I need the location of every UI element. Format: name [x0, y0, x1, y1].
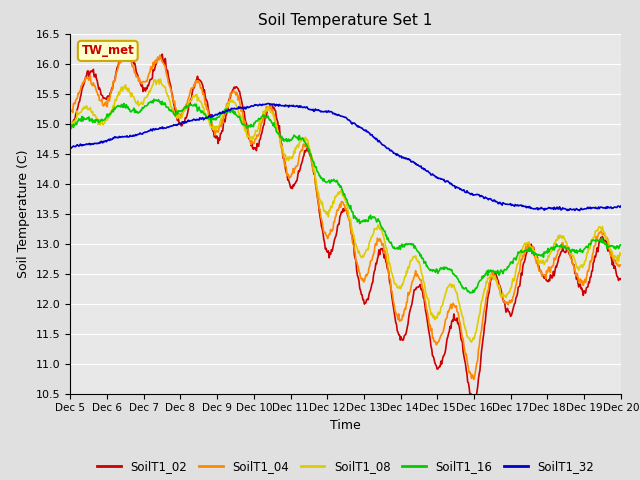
SoilT1_02	[67, 123, 74, 129]
SoilT1_02	[617, 276, 625, 281]
SoilT1_32	[67, 145, 74, 151]
SoilT1_02	[190, 85, 198, 91]
SoilT1_16	[150, 96, 157, 102]
SoilT1_02	[134, 72, 141, 78]
SoilT1_04	[470, 376, 477, 382]
SoilT1_02	[413, 285, 421, 290]
SoilT1_04	[120, 48, 128, 54]
SoilT1_04	[77, 87, 84, 93]
SoilT1_04	[67, 108, 74, 114]
SoilT1_16	[190, 103, 198, 108]
SoilT1_08	[413, 257, 421, 263]
X-axis label: Time: Time	[330, 419, 361, 432]
Line: SoilT1_04: SoilT1_04	[70, 51, 621, 379]
SoilT1_04	[429, 335, 437, 340]
SoilT1_32	[218, 110, 226, 116]
SoilT1_08	[617, 252, 625, 258]
SoilT1_02	[122, 39, 130, 45]
SoilT1_16	[429, 267, 437, 273]
SoilT1_32	[265, 101, 273, 107]
Line: SoilT1_16: SoilT1_16	[70, 99, 621, 293]
SoilT1_04	[190, 83, 198, 89]
SoilT1_08	[133, 101, 141, 107]
SoilT1_08	[77, 109, 84, 115]
SoilT1_08	[67, 119, 74, 125]
SoilT1_04	[617, 262, 625, 268]
Line: SoilT1_08: SoilT1_08	[70, 79, 621, 342]
SoilT1_16	[133, 108, 141, 114]
Y-axis label: Soil Temperature (C): Soil Temperature (C)	[17, 149, 30, 278]
SoilT1_08	[219, 112, 227, 118]
SoilT1_16	[413, 248, 421, 254]
SoilT1_32	[77, 141, 84, 147]
Text: TW_met: TW_met	[81, 44, 134, 58]
SoilT1_32	[133, 132, 141, 138]
SoilT1_16	[466, 290, 474, 296]
SoilT1_08	[156, 76, 164, 82]
SoilT1_32	[429, 172, 437, 178]
SoilT1_16	[67, 126, 74, 132]
Legend: SoilT1_02, SoilT1_04, SoilT1_08, SoilT1_16, SoilT1_32: SoilT1_02, SoilT1_04, SoilT1_08, SoilT1_…	[93, 455, 598, 478]
SoilT1_08	[190, 94, 198, 100]
SoilT1_02	[429, 353, 437, 359]
SoilT1_04	[134, 73, 141, 79]
Line: SoilT1_02: SoilT1_02	[70, 42, 621, 406]
SoilT1_16	[77, 116, 84, 122]
SoilT1_02	[471, 403, 479, 409]
SoilT1_04	[413, 271, 421, 277]
SoilT1_32	[189, 117, 196, 123]
SoilT1_02	[219, 128, 227, 134]
Title: Soil Temperature Set 1: Soil Temperature Set 1	[259, 13, 433, 28]
Line: SoilT1_32: SoilT1_32	[70, 104, 621, 211]
SoilT1_04	[219, 120, 227, 126]
SoilT1_08	[429, 315, 437, 321]
SoilT1_02	[77, 94, 84, 100]
SoilT1_32	[575, 208, 583, 214]
SoilT1_32	[617, 203, 625, 209]
SoilT1_32	[413, 162, 421, 168]
SoilT1_16	[219, 110, 227, 116]
SoilT1_08	[468, 339, 476, 345]
SoilT1_16	[617, 242, 625, 248]
